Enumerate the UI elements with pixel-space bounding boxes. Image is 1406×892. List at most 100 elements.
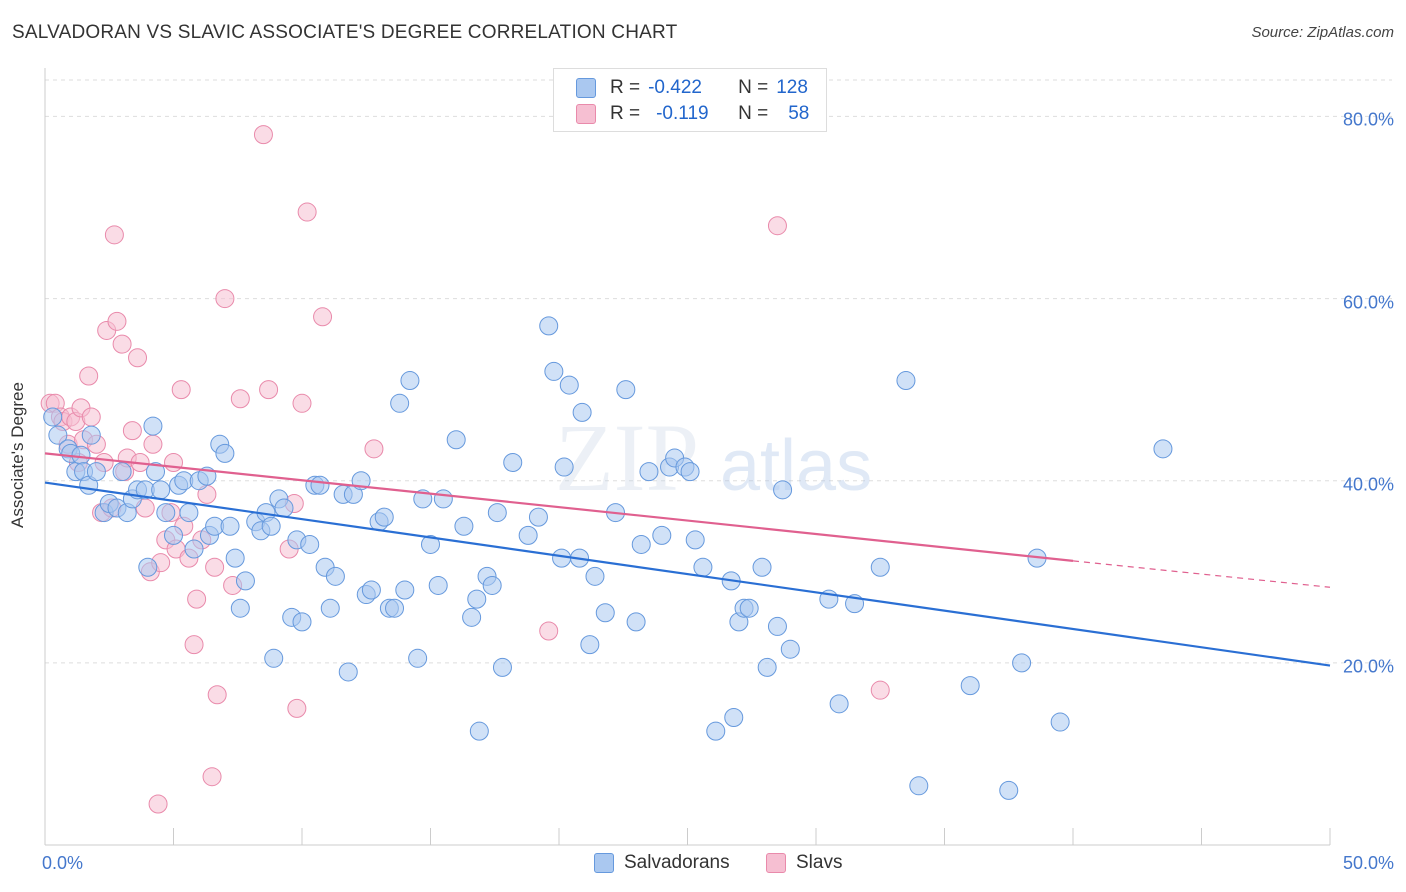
salvadorans-point <box>639 462 659 482</box>
salvadorans-point <box>71 445 91 465</box>
salvadorans-point <box>225 548 245 568</box>
salvadorans-point <box>385 598 405 618</box>
salvadorans-legend-swatch <box>594 853 614 873</box>
salvadorans-point <box>146 462 166 482</box>
slavs-point <box>122 421 142 441</box>
slavs-point <box>767 216 787 236</box>
axes <box>44 68 1331 846</box>
salvadorans-point <box>896 371 916 391</box>
salvadorans-point <box>739 598 759 618</box>
salvadorans-point <box>338 662 358 682</box>
slavs-point <box>539 621 559 641</box>
salvadorans-point <box>300 534 320 554</box>
slavs-legend-label: Slavs <box>796 852 843 873</box>
slavs-point <box>313 307 333 327</box>
slavs-point <box>81 407 101 427</box>
salvadorans-point <box>960 676 980 696</box>
y-tick-label: 20.0% <box>1342 656 1394 677</box>
salvadorans-point <box>408 648 428 668</box>
salvadorans-point <box>43 407 63 427</box>
salvadorans-point <box>220 516 240 536</box>
salvadorans-point <box>446 430 466 450</box>
salvadorans-point <box>151 480 171 500</box>
salvadorans-legend-label: Salvadorans <box>624 852 730 873</box>
salvadorans-point <box>752 557 772 577</box>
slavs-point <box>259 380 279 400</box>
salvadorans-point <box>400 371 420 391</box>
salvadorans-point <box>81 425 101 445</box>
slavs-point <box>202 767 222 787</box>
watermark-atlas: atlas <box>720 426 872 506</box>
source-label: Source: ZipAtlas.com <box>1251 24 1394 41</box>
salvadorans-point <box>164 525 183 545</box>
y-axis-label: Associate's Degree <box>8 382 27 528</box>
salvadorans-point <box>156 503 176 523</box>
salvadorans-point <box>433 489 453 509</box>
legend-row-salvadorans: R = -0.422 N = 128 <box>576 76 808 100</box>
r-label: R = <box>610 77 641 98</box>
salvadorans-point <box>390 393 410 413</box>
slavs-trend-extension <box>1072 560 1331 588</box>
slavs-point <box>215 289 235 309</box>
salvadorans-point <box>184 539 204 559</box>
watermark: ZIP atlas <box>555 404 872 511</box>
salvadorans-point <box>757 657 777 677</box>
salvadorans-point <box>544 361 564 381</box>
salvadorans-point <box>652 525 672 545</box>
salvadorans-point <box>467 589 487 609</box>
x-tick-label-max: 50.0% <box>1342 853 1394 873</box>
salvadorans-point <box>454 516 474 536</box>
slavs-point <box>171 380 191 400</box>
salvadorans-point <box>999 780 1019 800</box>
r-value: -0.422 <box>648 77 702 98</box>
slavs-trend-line <box>44 452 1074 562</box>
slavs-point <box>184 635 204 655</box>
salvadorans-point <box>230 598 250 618</box>
salvadorans-point <box>870 557 890 577</box>
salvadorans-point <box>631 534 651 554</box>
salvadorans-point <box>86 462 106 482</box>
salvadorans-point <box>685 530 705 550</box>
salvadorans-point <box>616 380 636 400</box>
salvadorans-point <box>48 425 68 445</box>
stats-legend: R = -0.422 N = 128 R = -0.119 N = 58 <box>553 68 827 132</box>
trend-lines <box>44 452 1331 667</box>
slavs-point <box>205 557 225 577</box>
slavs-point <box>104 225 124 245</box>
y-tick-label: 60.0% <box>1342 292 1394 313</box>
slavs-point <box>107 311 127 331</box>
salvadorans-point <box>361 580 381 600</box>
slavs-point <box>297 202 317 222</box>
r-value: -0.119 <box>656 103 709 124</box>
slavs-point <box>207 685 227 705</box>
salvadorans-point <box>235 571 255 591</box>
salvadorans-point <box>138 557 158 577</box>
salvadorans-point <box>264 648 284 668</box>
salvadorans-point <box>469 721 489 741</box>
chart-title: SALVADORAN VS SLAVIC ASSOCIATE'S DEGREE … <box>12 22 678 43</box>
series-legend-salvadorans[interactable]: Salvadorans <box>594 852 730 874</box>
slavs-point <box>148 794 168 814</box>
salvadorans-point <box>112 462 132 482</box>
y-tick-label: 80.0% <box>1342 109 1394 130</box>
slavs-point <box>292 393 312 413</box>
legend-row-slavs: R = -0.119 N = 58 <box>576 102 809 126</box>
salvadorans-point <box>143 416 163 436</box>
salvadorans-point <box>1012 653 1032 673</box>
n-value: 58 <box>788 103 810 124</box>
salvadorans-point <box>261 516 281 536</box>
salvadorans-point <box>539 316 559 336</box>
salvadorans-point <box>528 507 548 527</box>
salvadorans-points <box>43 316 1173 800</box>
series-legend-slavs[interactable]: Slavs <box>766 852 842 874</box>
salvadorans-point <box>320 598 340 618</box>
salvadorans-point <box>310 475 330 495</box>
x-tick-label-min: 0.0% <box>42 853 84 873</box>
salvadorans-point <box>572 402 592 422</box>
slavs-point <box>253 125 273 145</box>
salvadorans-point <box>292 612 312 632</box>
salvadorans-point <box>1153 439 1173 459</box>
y-tick-label: 40.0% <box>1342 474 1394 495</box>
salvadorans-point <box>487 503 507 523</box>
